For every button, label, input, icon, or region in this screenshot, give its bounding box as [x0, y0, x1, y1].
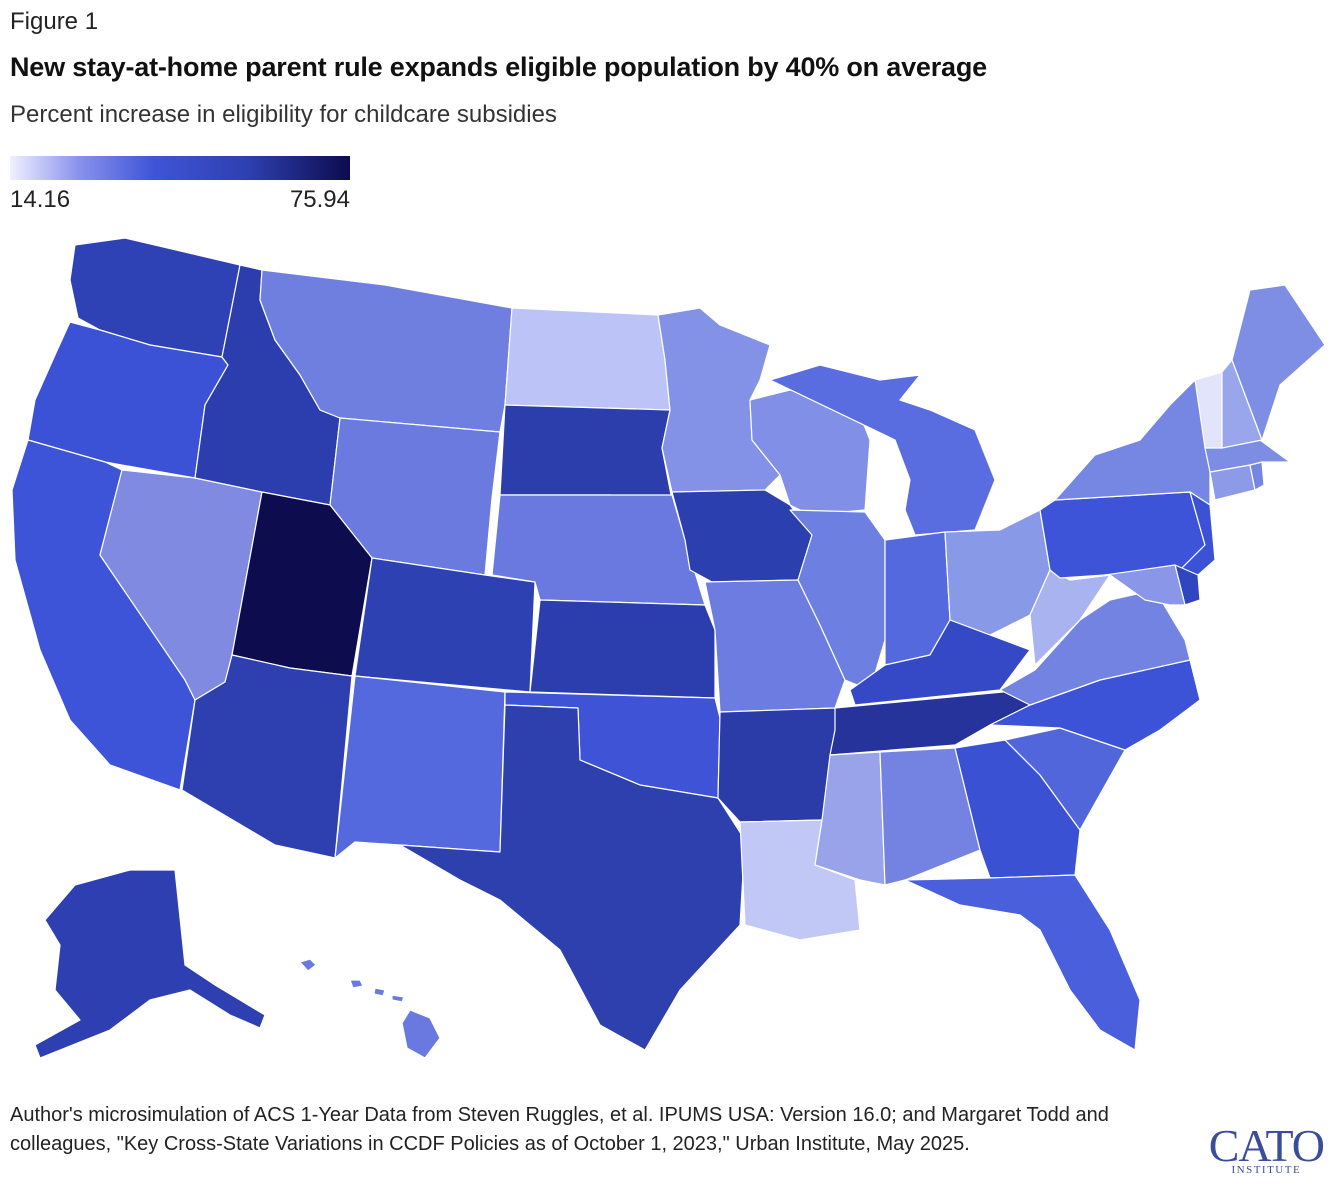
us-choropleth-map [11, 237, 1326, 1059]
state-KY [849, 619, 1031, 706]
figure-label: Figure 1 [10, 8, 99, 35]
chart-title: New stay-at-home parent rule expands eli… [10, 52, 987, 82]
legend-min-label: 14.16 [10, 186, 71, 213]
state-ND [504, 307, 671, 411]
state-FL [904, 874, 1141, 1051]
legend-gradient-bar [10, 156, 350, 180]
legend-max-label: 75.94 [289, 186, 350, 213]
state-CO [354, 557, 536, 693]
state-TX [399, 704, 746, 1051]
source-note: Author's microsimulation of ACS 1-Year D… [10, 1104, 1109, 1155]
logo-sub-text: INSTITUTE [1231, 1164, 1302, 1176]
state-MI [769, 364, 996, 536]
state-SC [1004, 727, 1126, 831]
chart-subtitle: Percent increase in eligibility for chil… [10, 101, 557, 128]
state-HI [299, 958, 441, 1059]
color-legend: 14.16 75.94 [10, 156, 350, 213]
state-NM [334, 675, 506, 859]
state-AK [34, 869, 266, 1059]
state-SD [499, 404, 673, 501]
state-NY [1054, 379, 1211, 506]
state-MD [1069, 564, 1186, 606]
state-VA [999, 589, 1191, 706]
state-AZ [181, 654, 353, 859]
cato-logo: CATO INSTITUTE [1208, 1120, 1325, 1177]
state-PA [1039, 491, 1206, 579]
state-KS [529, 599, 716, 699]
state-AL [879, 747, 981, 886]
logo-main-text: CATO [1208, 1120, 1325, 1171]
state-ME [1231, 284, 1326, 441]
